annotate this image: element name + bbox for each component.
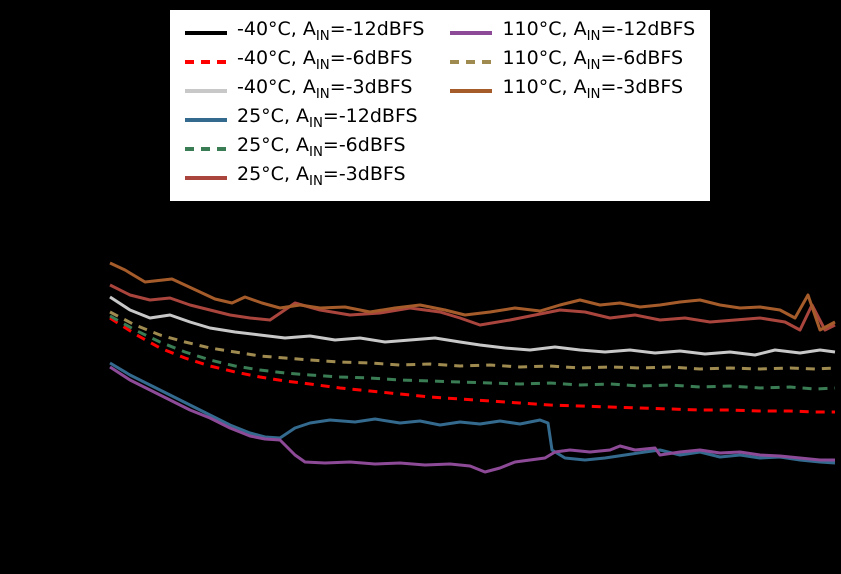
legend-entry-p25-12: 25°C, AIN=-12dBFS (185, 105, 424, 132)
series-line-m40-6 (109, 316, 835, 414)
series-line-p110-12 (109, 365, 835, 474)
legend-line-swatch-m40-3 (185, 89, 227, 93)
legend-line-swatch-p110-3 (450, 89, 493, 93)
legend-label-p110-3: 110°C, AIN=-3dBFS (502, 76, 684, 102)
legend-entry-m40-3: -40°C, AIN=-3dBFS (185, 76, 424, 103)
series-line-p25-6 (109, 314, 836, 391)
series-line-m40-12 (109, 363, 836, 463)
legend-line-swatch-m40-6 (185, 60, 227, 64)
legend-line-swatch-p25-3 (185, 176, 227, 180)
legend-label-m40-3: -40°C, AIN=-3dBFS (237, 76, 413, 102)
legend-label-p25-6: 25°C, AIN=-6dBFS (237, 134, 406, 160)
legend-entry-p110-3: 110°C, AIN=-3dBFS (450, 76, 695, 103)
legend-entry-m40-6: -40°C, AIN=-6dBFS (185, 47, 424, 74)
series-line-p110-3 (109, 261, 836, 332)
legend-line-swatch-m40-12 (185, 31, 227, 35)
legend-label-p110-12: 110°C, AIN=-12dBFS (502, 18, 696, 44)
series-line-p25-3 (109, 283, 836, 332)
legend-label-m40-12: -40°C, AIN=-12dBFS (237, 18, 425, 44)
legend-entry-p25-6: 25°C, AIN=-6dBFS (185, 134, 424, 161)
legend-line-swatch-p25-6 (185, 147, 227, 151)
legend-column: -40°C, AIN=-12dBFS -40°C, AIN=-6dBFS -40°C… (185, 18, 424, 190)
legend-entry-p25-3: 25°C, AIN=-3dBFS (185, 163, 424, 190)
legend-label-p110-6: 110°C, AIN=-6dBFS (502, 47, 684, 73)
series-line-p110-6 (109, 310, 836, 371)
legend-entry-p110-6: 110°C, AIN=-6dBFS (450, 47, 695, 74)
legend-line-swatch-p25-12 (185, 118, 227, 122)
series-line-m40-3 (109, 295, 836, 357)
chart-legend: -40°C, AIN=-12dBFS -40°C, AIN=-6dBFS -40°C… (168, 8, 713, 203)
legend-entry-m40-12: -40°C, AIN=-12dBFS (185, 18, 424, 45)
legend-label-p25-3: 25°C, AIN=-3dBFS (237, 163, 406, 189)
legend-entry-p110-12: 110°C, AIN=-12dBFS (450, 18, 695, 45)
legend-label-p25-12: 25°C, AIN=-12dBFS (237, 105, 418, 131)
legend-label-m40-6: -40°C, AIN=-6dBFS (237, 47, 413, 73)
legend-column: 110°C, AIN=-12dBFS 110°C, AIN=-6dBFS 110°C… (450, 18, 695, 190)
legend-line-swatch-p110-12 (450, 31, 493, 35)
legend-line-swatch-p110-6 (450, 60, 493, 64)
series-line-p25-12 (109, 361, 836, 465)
